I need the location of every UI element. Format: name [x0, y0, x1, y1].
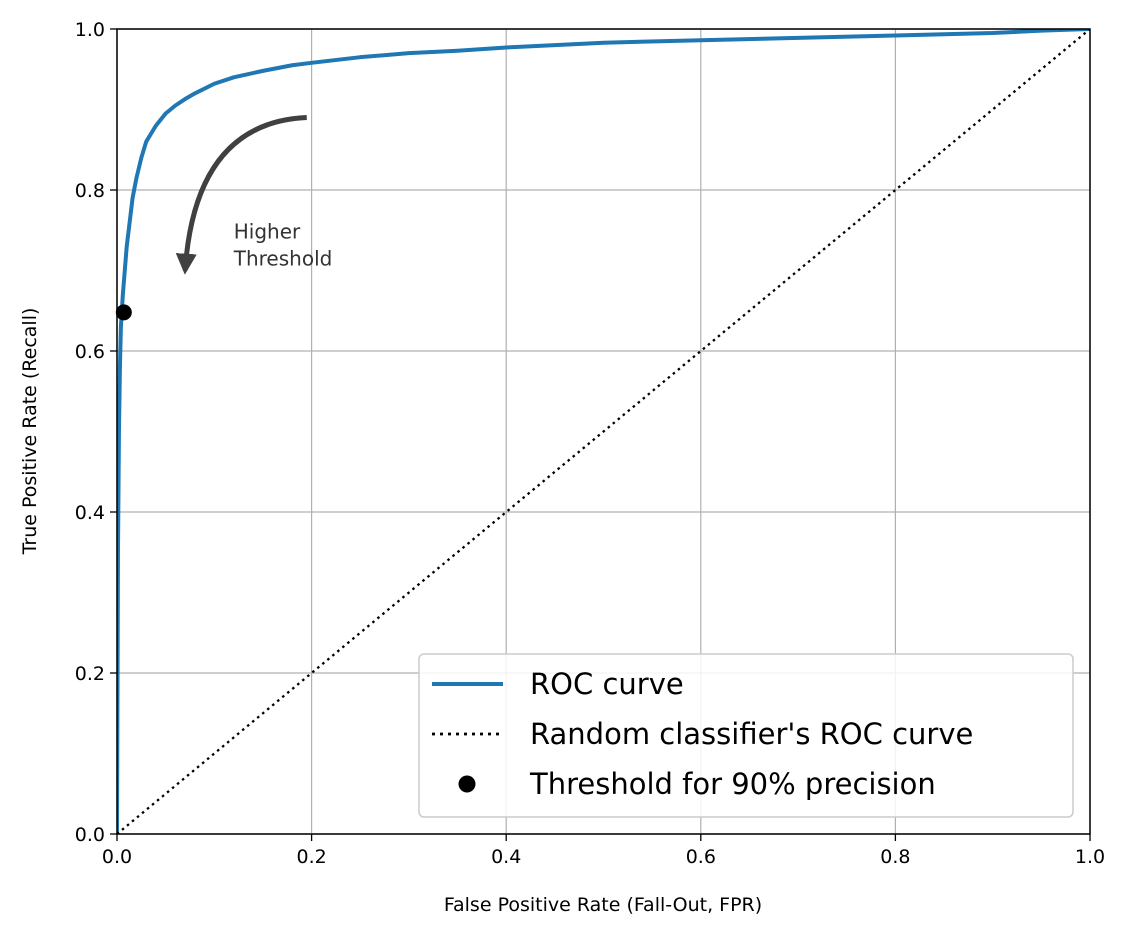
higher-threshold-arrow — [175, 115, 307, 275]
axis-ticks: 0.0 0.2 0.4 0.6 0.8 1.0 0.0 0.2 0.4 0.6 0.8 1.0 — [75, 19, 1105, 868]
legend-point-swatch — [458, 775, 476, 793]
y-tick-label: 0.6 — [75, 341, 105, 363]
annotation-text: Threshold — [233, 246, 333, 270]
y-tick-label: 0.2 — [75, 663, 105, 685]
x-tick-label: 0.2 — [296, 846, 326, 868]
legend-box — [418, 653, 1074, 818]
roc-curve-line — [117, 29, 1090, 834]
annotation-text: Higher — [234, 219, 301, 243]
x-tick-label: 1.0 — [1075, 846, 1105, 868]
plot-frame — [116, 28, 1091, 835]
legend-label: Random classifier's ROC curve — [530, 717, 973, 751]
x-tick-label: 0.6 — [686, 846, 716, 868]
legend: ROC curve Random classifier's ROC curve Th… — [418, 653, 1074, 818]
legend-label: ROC curve — [530, 667, 684, 701]
threshold-point-marker — [115, 304, 132, 321]
y-axis-label: True Positive Rate (Recall) — [19, 308, 41, 556]
x-tick-label: 0.0 — [102, 846, 132, 868]
y-tick-label: 0.4 — [75, 502, 105, 524]
plot-series — [117, 29, 1090, 834]
x-tick-label: 0.4 — [491, 846, 521, 868]
legend-label: Threshold for 90% precision — [529, 767, 936, 801]
y-tick-label: 0.0 — [75, 824, 105, 846]
y-tick-label: 0.8 — [75, 180, 105, 202]
random-classifier-line — [117, 29, 1090, 834]
x-tick-label: 0.8 — [880, 846, 910, 868]
annotation-layer: Higher Threshold — [115, 115, 333, 321]
y-tick-label: 1.0 — [75, 19, 105, 41]
x-axis-label: False Positive Rate (Fall-Out, FPR) — [444, 894, 762, 916]
